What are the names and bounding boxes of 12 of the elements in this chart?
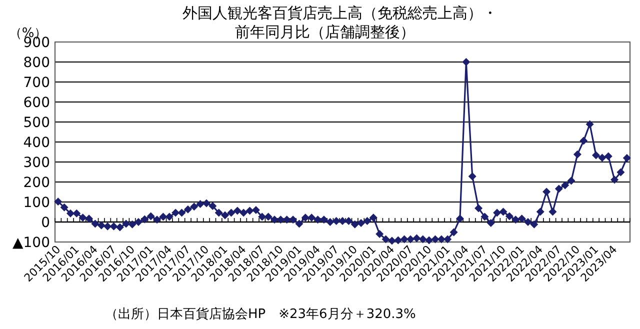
y-tick-label: 100 [23, 195, 50, 211]
text: （出所）日本百貨店協会HP ※23年6月分＋320.3% [105, 306, 416, 322]
y-tick-label: 0 [41, 215, 50, 231]
y-tick-label: 800 [23, 55, 50, 71]
y-tick-label: 300 [23, 155, 50, 171]
y-tick-label: 200 [23, 175, 50, 191]
y-tick-label: 600 [23, 95, 50, 111]
y-tick-label: 500 [23, 115, 50, 131]
y-tick-label: 400 [23, 135, 50, 151]
chart-subtitle: 前年同月比（店舗調整後） [235, 23, 415, 41]
y-tick-label: 700 [23, 75, 50, 91]
chart-title: 外国人観光客百貨店売上高（免税総売上高）・ [182, 4, 498, 22]
